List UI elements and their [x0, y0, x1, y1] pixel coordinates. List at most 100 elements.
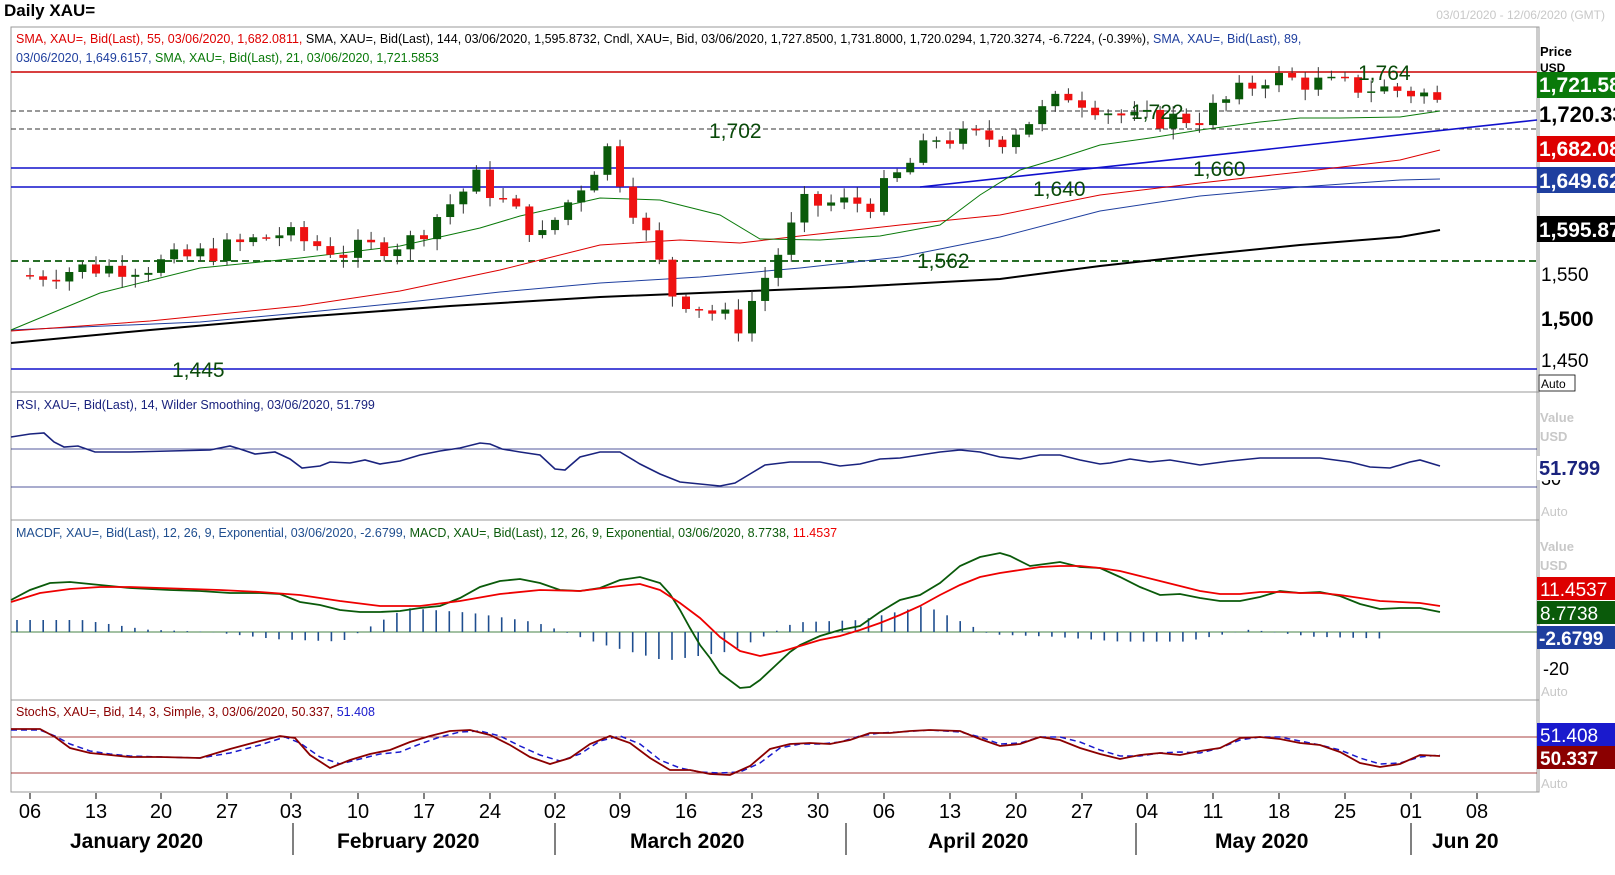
candle-down [420, 235, 428, 240]
level-label-1640: 1,640 [1033, 178, 1086, 201]
price-auto-label: Auto [1541, 377, 1566, 391]
candle-down [300, 227, 309, 242]
x-tick-label: 06 [873, 801, 895, 823]
candle-up [1235, 82, 1244, 100]
macd-auto-label[interactable]: Auto [1541, 684, 1568, 699]
candle-up [919, 140, 928, 163]
macd-axis-header: Value [1540, 539, 1574, 554]
price-legend-line2: 03/06/2020, 1,649.6157, SMA, XAU=, Bid(L… [16, 51, 439, 65]
candle-down [1288, 72, 1297, 78]
badge-sma144-value: 1,595.87 [1539, 219, 1615, 242]
candle-up [774, 254, 783, 278]
x-tick-label: 09 [609, 801, 631, 823]
legend-part: SMA, XAU=, Bid(Last), 144, 03/06/2020, 1… [306, 32, 604, 46]
level-label-1764: 1,764 [1358, 62, 1411, 85]
rsi-legend: RSI, XAU=, Bid(Last), 14, Wilder Smoothi… [16, 398, 375, 412]
badge-sma21 [1537, 72, 1615, 98]
candle-down [499, 198, 508, 200]
x-tick-label: 27 [216, 801, 238, 823]
candle-down [1091, 107, 1100, 116]
macd-line [10, 552, 1441, 689]
level-label-1702: 1,702 [709, 120, 762, 143]
candle-down [708, 310, 717, 314]
rsi-panel-frame [10, 391, 1540, 521]
x-tick-label: 17 [413, 801, 435, 823]
candle-up [906, 162, 915, 173]
legend-part: 03/06/2020, 1,649.6157, [16, 51, 155, 65]
candle-down [695, 309, 704, 311]
candle-up [1420, 92, 1429, 97]
candle-down [814, 193, 822, 206]
candle-down [1341, 76, 1349, 79]
candle-up [538, 230, 547, 236]
candle-up [564, 202, 573, 220]
x-tick-label: 06 [19, 801, 41, 823]
macd-legend: MACDF, XAU=, Bid(Last), 12, 26, 9, Expon… [16, 526, 837, 540]
month-label-jan: January 2020 [70, 830, 203, 853]
candle-up [1275, 72, 1283, 86]
candle-down [52, 279, 61, 282]
candle-up [1314, 77, 1323, 90]
stoch-d-badge [1537, 723, 1615, 746]
candle-up [761, 277, 770, 301]
candle-down [985, 130, 994, 140]
level-label-1445: 1,445 [172, 359, 225, 382]
candle-up [459, 191, 468, 205]
x-tick-label: 25 [1334, 801, 1356, 823]
price-auto-box[interactable] [1538, 374, 1576, 392]
candle-down [1117, 113, 1126, 116]
x-tick-label: 20 [150, 801, 172, 823]
candle-up [893, 172, 902, 179]
candle-up [590, 174, 599, 191]
rsi-auto-label[interactable]: Auto [1541, 504, 1568, 519]
candle-up [131, 274, 140, 277]
candle-up [275, 235, 284, 239]
candle-up [223, 239, 231, 262]
candle-down [972, 128, 981, 131]
candlestick-series [26, 66, 1442, 342]
candle-down [629, 186, 638, 218]
candle-down [525, 206, 534, 236]
candle-up [1380, 86, 1389, 92]
candle-up [1025, 124, 1034, 135]
stoch-d-badge-text: 51.408 [1540, 726, 1598, 747]
candle-up [551, 219, 559, 231]
badge-last-price-value: 1,720.33 [1539, 102, 1615, 127]
candle-up [1327, 76, 1336, 79]
candle-up [1261, 85, 1270, 89]
legend-part: SMA, XAU=, Bid(Last), 55, 03/06/2020, 1,… [16, 32, 306, 46]
candle-down [682, 296, 690, 310]
macd-panel-frame [10, 519, 1540, 701]
candle-down [1064, 93, 1073, 101]
candle-up [932, 140, 941, 142]
legend-part: SMA, XAU=, Bid(Last), 21, 03/06/2020, 1,… [155, 51, 439, 65]
chart-title: Daily XAU= [4, 1, 96, 20]
candle-up [1222, 99, 1231, 103]
candle-up [287, 227, 295, 236]
x-tick-label: 24 [479, 801, 501, 823]
candle-down [616, 146, 624, 187]
candle-down [946, 140, 954, 144]
level-label-1660: 1,660 [1193, 158, 1246, 181]
candle-down [236, 239, 245, 243]
candle-up [1209, 102, 1217, 126]
trendline [919, 119, 1538, 188]
macd-tick-m20: -20 [1543, 659, 1569, 679]
rsi-value-badge-text: 51.799 [1539, 458, 1600, 480]
x-tick-label: 10 [347, 801, 369, 823]
x-tick-label: 13 [85, 801, 107, 823]
candle-down [734, 309, 743, 334]
month-label-apr: April 2020 [928, 830, 1028, 853]
candle-up [249, 237, 258, 243]
month-label-jun: Jun 20 [1432, 830, 1499, 853]
badge-sma21-value: 1,721.58 [1539, 74, 1615, 97]
candle-up [880, 178, 888, 212]
sma-21-line [10, 110, 1441, 331]
stoch-legend-d: 51.408 [337, 705, 375, 719]
stoch-auto-label[interactable]: Auto [1541, 776, 1568, 791]
candle-up [840, 197, 849, 203]
candle-up [748, 300, 756, 334]
candle-up [1367, 91, 1376, 93]
price-tick-1450: 1,450 [1541, 351, 1589, 372]
macd-legend-macdf: MACDF, XAU=, Bid(Last), 12, 26, 9, Expon… [16, 526, 410, 540]
